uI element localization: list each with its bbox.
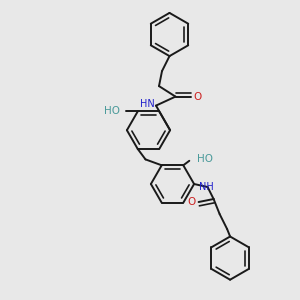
Text: O: O [193,92,201,102]
Text: O: O [188,197,196,207]
Text: HN: HN [140,99,154,109]
Text: HO: HO [104,106,120,116]
Text: NH: NH [199,182,213,192]
Text: HO: HO [197,154,213,164]
